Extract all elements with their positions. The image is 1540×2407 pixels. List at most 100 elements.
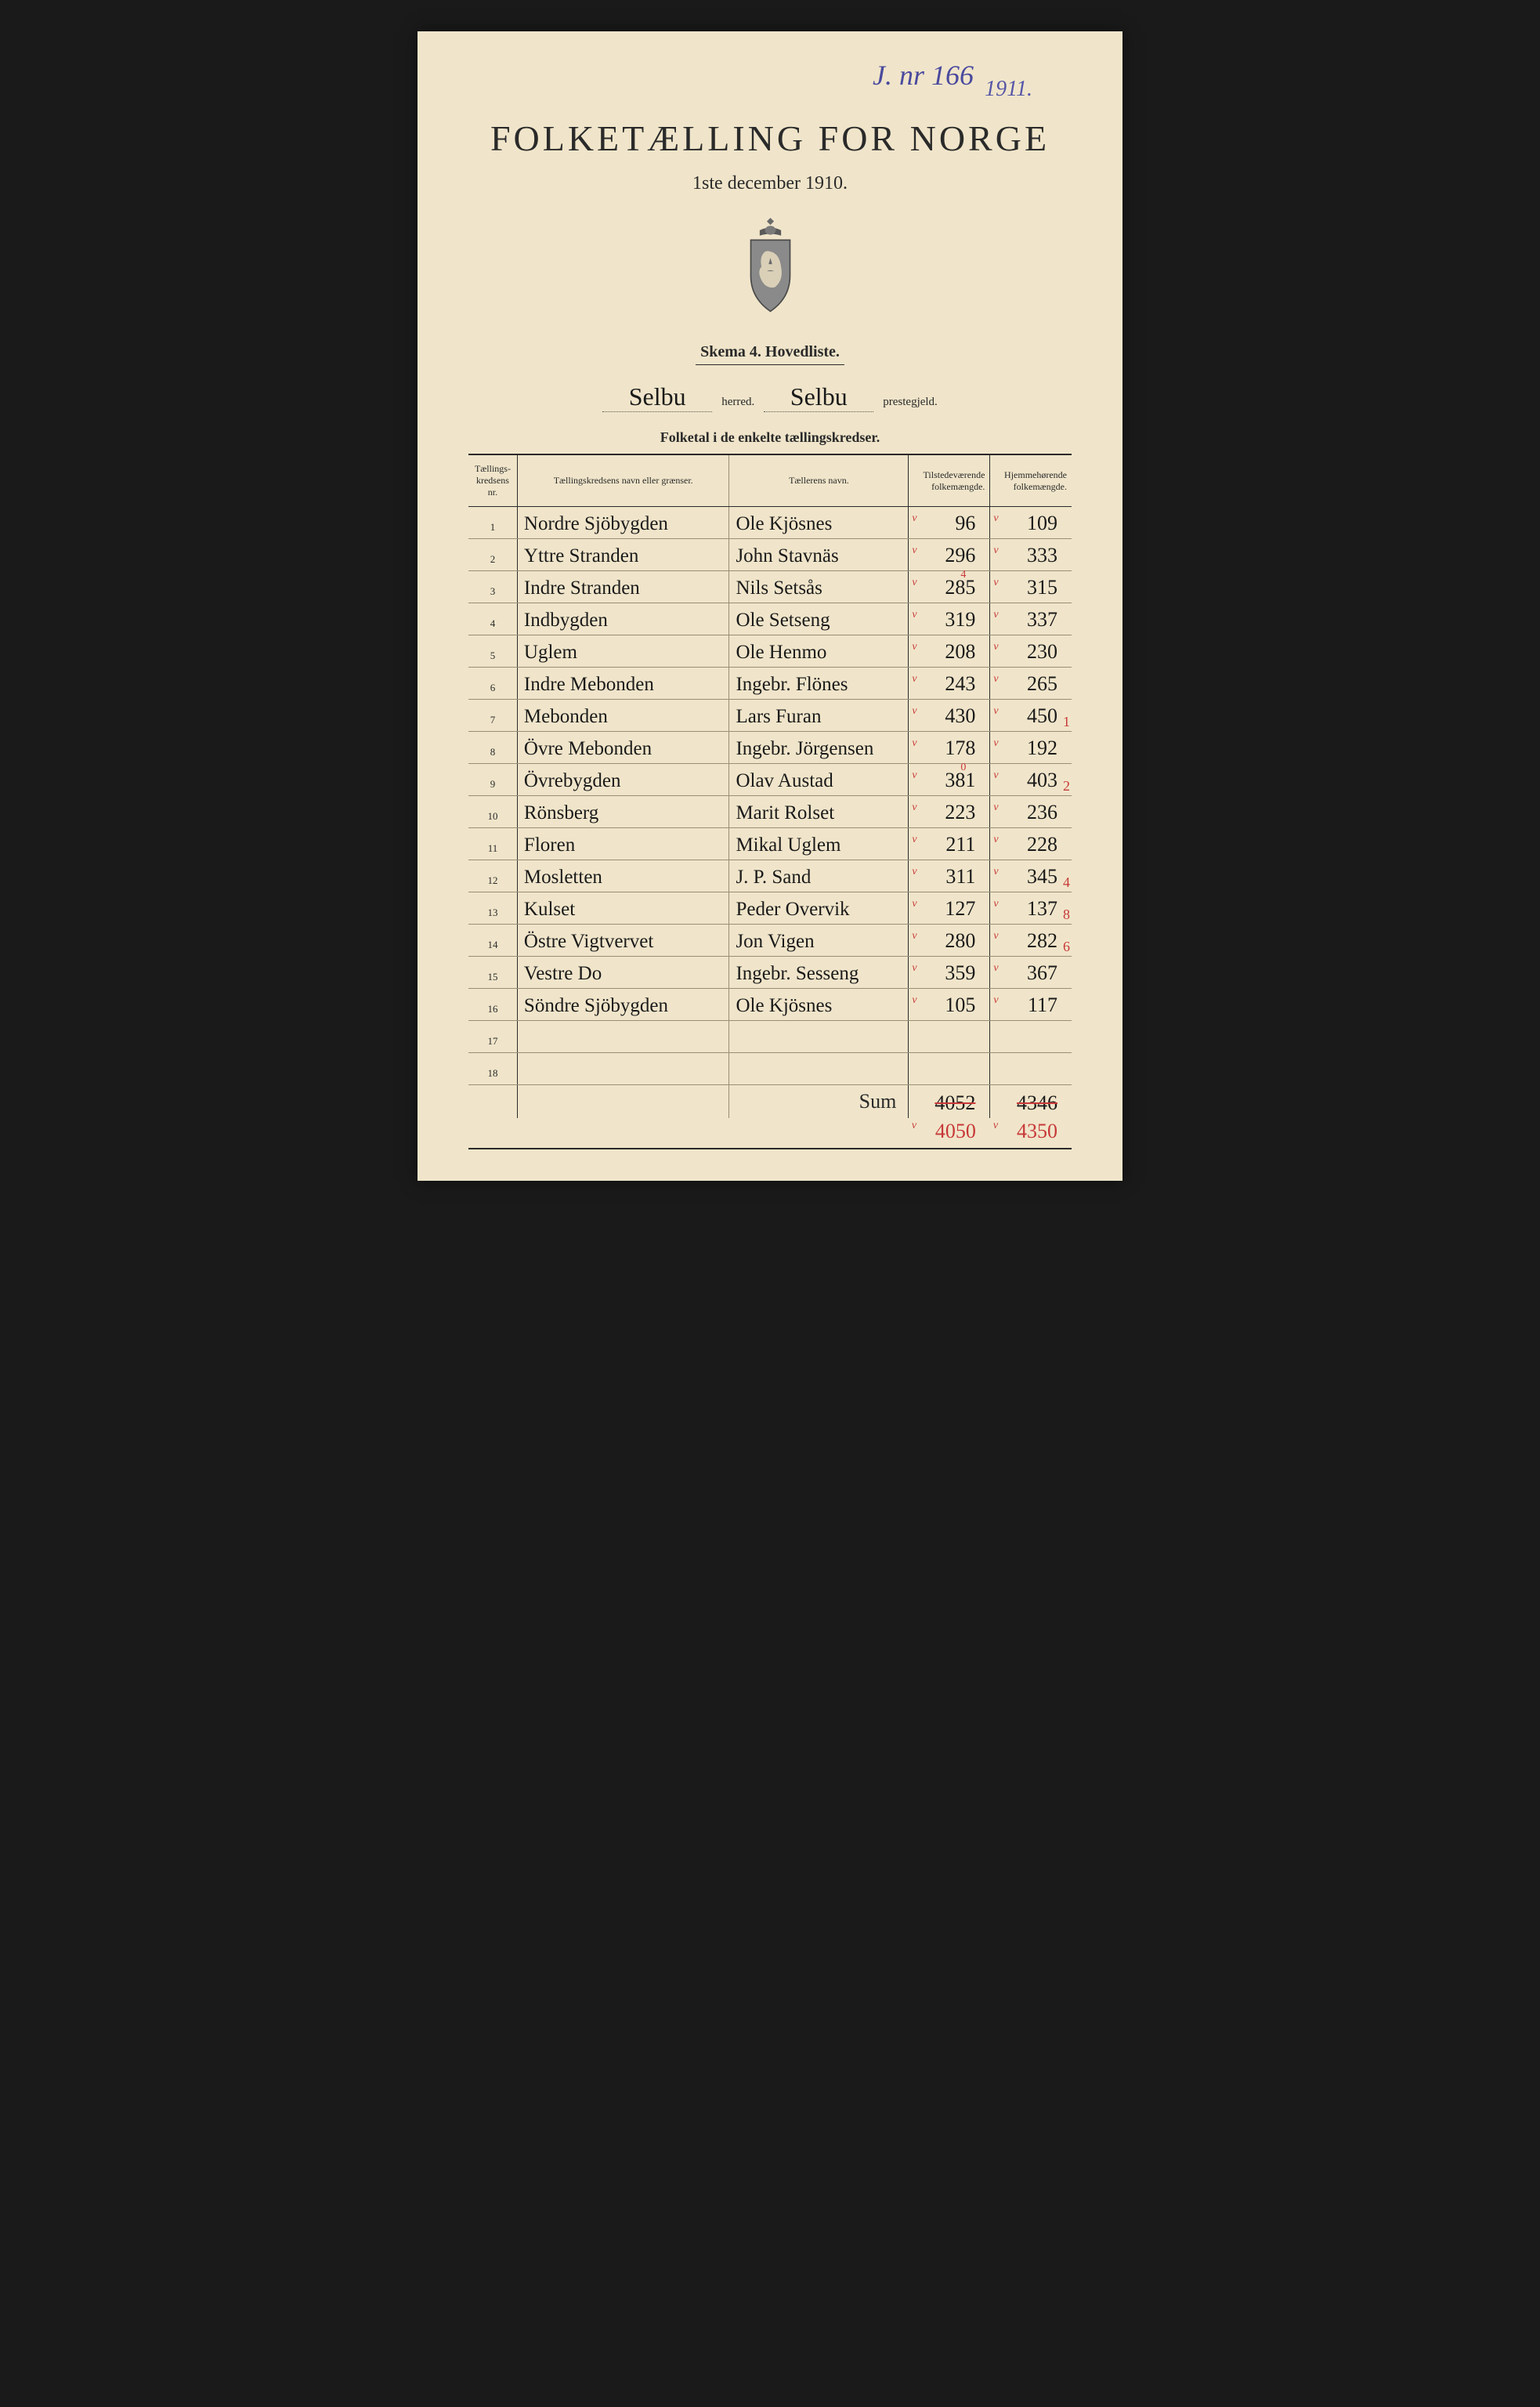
cell-nr: 8 (468, 732, 517, 764)
table-row: 2Yttre StrandenJohn Stavnäsv296v333 (468, 539, 1072, 571)
tick-mark: v (912, 770, 916, 781)
col-header-hjemme: Hjemmehørende folkemængde. (990, 454, 1072, 507)
cell-kreds-navn: Uglem (517, 635, 729, 668)
document-page: J. nr 166 1911. FOLKETÆLLING FOR NORGE 1… (418, 31, 1122, 1181)
tick-mark: v (993, 963, 998, 974)
cell-tilstede: v178 (909, 732, 990, 764)
tick-mark: v (912, 995, 916, 1006)
tick-mark: v (912, 1120, 916, 1132)
cell-kreds-navn: Mebonden (517, 700, 729, 732)
page-subtitle: 1ste december 1910. (468, 173, 1072, 194)
cell-hjemme (990, 1053, 1072, 1085)
cell-kreds-navn: Indbygden (517, 603, 729, 635)
cell-taeller-navn: Ole Setseng (729, 603, 909, 635)
tick-mark: v (993, 610, 998, 621)
table-row: 18 (468, 1053, 1072, 1085)
tick-mark: v (993, 545, 998, 556)
cell-hjemme: v265 (990, 668, 1072, 700)
cell-kreds-navn (517, 1053, 729, 1085)
cell-taeller-navn: Ingebr. Flönes (729, 668, 909, 700)
cell-kreds-navn: Indre Stranden (517, 571, 729, 603)
tick-mark: v (912, 867, 916, 878)
annotation-journal-nr: J. nr 166 (873, 59, 974, 92)
table-row: 15Vestre DoIngebr. Sessengv359v367 (468, 957, 1072, 989)
cell-nr: 10 (468, 796, 517, 828)
tick-mark: v (912, 706, 916, 717)
cell-hjemme: v367 (990, 957, 1072, 989)
tick-mark: v (993, 738, 998, 749)
cell-taeller-navn: Ingebr. Jörgensen (729, 732, 909, 764)
cell-nr: 2 (468, 539, 517, 571)
cell-hjemme: v1378 (990, 892, 1072, 925)
table-row: 11FlorenMikal Uglemv211v228 (468, 828, 1072, 860)
cell-nr: 17 (468, 1021, 517, 1053)
red-correction: 6 (1063, 939, 1070, 954)
sum-row: Sum40524346 (468, 1085, 1072, 1119)
cell-hjemme: v2826 (990, 925, 1072, 957)
cell-tilstede: v280 (909, 925, 990, 957)
table-row: 13KulsetPeder Overvikv127v1378 (468, 892, 1072, 925)
cell-nr: 15 (468, 957, 517, 989)
cell-taeller-navn (729, 1053, 909, 1085)
cell-nr: 1 (468, 507, 517, 539)
tick-mark: v (912, 738, 916, 749)
cell-tilstede: v311 (909, 860, 990, 892)
cell-nr: 3 (468, 571, 517, 603)
red-correction: 1 (1063, 715, 1070, 729)
table-row: 14Östre VigtvervetJon Vigenv280v2826 (468, 925, 1072, 957)
tick-mark: v (912, 899, 916, 910)
cell-taeller-navn: Nils Setsås (729, 571, 909, 603)
cell-tilstede: v359 (909, 957, 990, 989)
cell-kreds-navn: Indre Mebonden (517, 668, 729, 700)
tick-mark: v (912, 513, 916, 524)
red-correction: 4 (1063, 875, 1070, 889)
table-row: 12MoslettenJ. P. Sandv311v3454 (468, 860, 1072, 892)
cell-hjemme: v3454 (990, 860, 1072, 892)
table-row: 8Övre MebondenIngebr. Jörgensenv178v192 (468, 732, 1072, 764)
cell-kreds-navn: Yttre Stranden (517, 539, 729, 571)
cell-taeller-navn: Peder Overvik (729, 892, 909, 925)
cell-tilstede: v2854 (909, 571, 990, 603)
cell-hjemme: v109 (990, 507, 1072, 539)
tick-mark: v (993, 770, 998, 781)
cell-hjemme: v192 (990, 732, 1072, 764)
cell-taeller-navn: J. P. Sand (729, 860, 909, 892)
cell-tilstede (909, 1053, 990, 1085)
tick-mark: v (993, 867, 998, 878)
cell-nr: 6 (468, 668, 517, 700)
cell-nr: 5 (468, 635, 517, 668)
cell-kreds-navn: Mosletten (517, 860, 729, 892)
tick-mark: v (993, 513, 998, 524)
cell-hjemme: v315 (990, 571, 1072, 603)
col-header-navn: Tællingskredsens navn eller grænser. (517, 454, 729, 507)
table-row: 5UglemOle Henmov208v230 (468, 635, 1072, 668)
cell-nr: 4 (468, 603, 517, 635)
cell-kreds-navn: Östre Vigtvervet (517, 925, 729, 957)
cell-hjemme: v228 (990, 828, 1072, 860)
table-row: 10RönsbergMarit Rolsetv223v236 (468, 796, 1072, 828)
col-header-tilstede: Tilstedeværende folkemængde. (909, 454, 990, 507)
tick-mark: v (993, 642, 998, 653)
herred-value: Selbu (602, 382, 712, 412)
table-row: 16Söndre SjöbygdenOle Kjösnesv105v117 (468, 989, 1072, 1021)
red-correction: 8 (1063, 907, 1070, 921)
annotation-year: 1911. (985, 77, 1032, 102)
cell-taeller-navn: Ingebr. Sesseng (729, 957, 909, 989)
cell-nr: 12 (468, 860, 517, 892)
cell-nr: 13 (468, 892, 517, 925)
locality-row: Selbu herred. Selbu prestegjeld. (468, 382, 1072, 412)
cell-kreds-navn (517, 1021, 729, 1053)
cell-tilstede: v208 (909, 635, 990, 668)
table-row: 3Indre StrandenNils Setsåsv2854v315 (468, 571, 1072, 603)
tick-mark: v (912, 963, 916, 974)
cell-taeller-navn: Marit Rolset (729, 796, 909, 828)
cell-hjemme (990, 1021, 1072, 1053)
tick-mark: v (993, 706, 998, 717)
tick-mark: v (912, 834, 916, 845)
tick-mark: v (993, 1120, 998, 1132)
schema-label: Skema 4. Hovedliste. (468, 343, 1072, 361)
cell-kreds-navn: Kulset (517, 892, 729, 925)
cell-kreds-navn: Rönsberg (517, 796, 729, 828)
prestegjeld-label: prestegjeld. (883, 396, 938, 409)
sum-hjemme-corr: v4350 (990, 1118, 1072, 1149)
